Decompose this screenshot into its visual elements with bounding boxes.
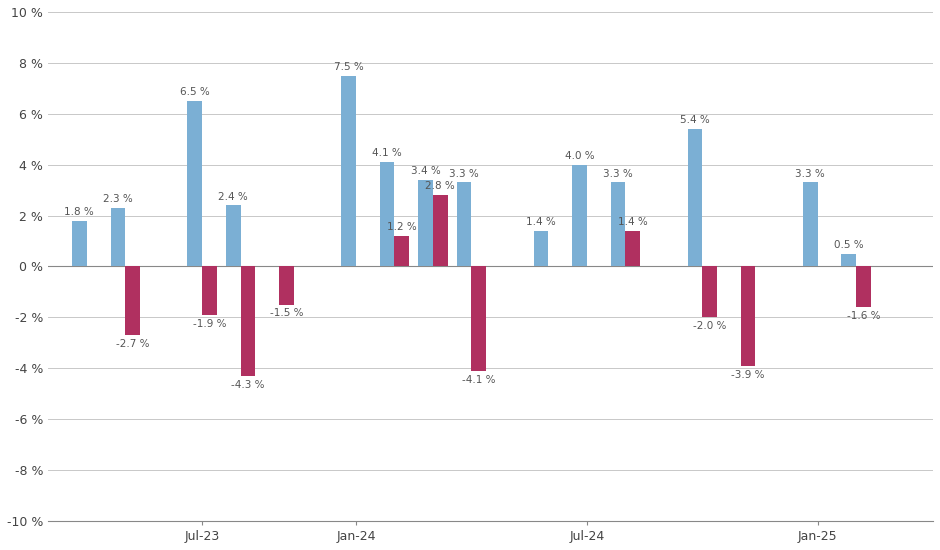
Bar	[241, 267, 255, 376]
Text: 6.5 %: 6.5 %	[180, 87, 210, 97]
Bar	[687, 129, 702, 267]
Bar	[380, 162, 395, 267]
Text: 1.2 %: 1.2 %	[387, 222, 416, 232]
Bar	[572, 164, 587, 267]
Text: -4.3 %: -4.3 %	[231, 379, 264, 390]
Bar	[534, 231, 548, 267]
Bar	[841, 254, 856, 267]
Text: 4.0 %: 4.0 %	[565, 151, 594, 161]
Text: 2.3 %: 2.3 %	[103, 194, 133, 204]
Text: 1.8 %: 1.8 %	[65, 207, 94, 217]
Bar	[187, 101, 202, 267]
Text: 3.3 %: 3.3 %	[449, 169, 479, 179]
Bar	[471, 267, 486, 371]
Bar	[741, 267, 756, 366]
Text: 1.4 %: 1.4 %	[526, 217, 556, 227]
Bar	[457, 183, 471, 267]
Text: 3.3 %: 3.3 %	[795, 169, 825, 179]
Text: -1.6 %: -1.6 %	[847, 311, 880, 321]
Bar	[611, 183, 625, 267]
Bar	[856, 267, 870, 307]
Text: 3.3 %: 3.3 %	[603, 169, 633, 179]
Text: 1.4 %: 1.4 %	[618, 217, 648, 227]
Bar	[803, 183, 818, 267]
Text: -1.5 %: -1.5 %	[270, 309, 303, 318]
Text: 2.8 %: 2.8 %	[425, 182, 455, 191]
Text: -2.7 %: -2.7 %	[116, 339, 149, 349]
Bar	[226, 205, 241, 267]
Text: 7.5 %: 7.5 %	[334, 62, 364, 72]
Text: -4.1 %: -4.1 %	[462, 375, 495, 384]
Text: 0.5 %: 0.5 %	[834, 240, 864, 250]
Bar	[395, 236, 409, 267]
Bar	[418, 180, 433, 267]
Text: 5.4 %: 5.4 %	[680, 115, 710, 125]
Bar	[125, 267, 140, 335]
Text: -1.9 %: -1.9 %	[193, 318, 227, 329]
Text: 4.1 %: 4.1 %	[372, 148, 402, 158]
Bar	[72, 221, 86, 267]
Bar	[433, 195, 447, 267]
Bar	[202, 267, 217, 315]
Bar	[279, 267, 293, 305]
Bar	[341, 75, 356, 267]
Bar	[702, 267, 717, 317]
Bar	[625, 231, 640, 267]
Text: 2.4 %: 2.4 %	[218, 191, 248, 202]
Text: -3.9 %: -3.9 %	[731, 370, 765, 379]
Text: -2.0 %: -2.0 %	[693, 321, 727, 331]
Text: 3.4 %: 3.4 %	[411, 166, 441, 176]
Bar	[111, 208, 125, 267]
